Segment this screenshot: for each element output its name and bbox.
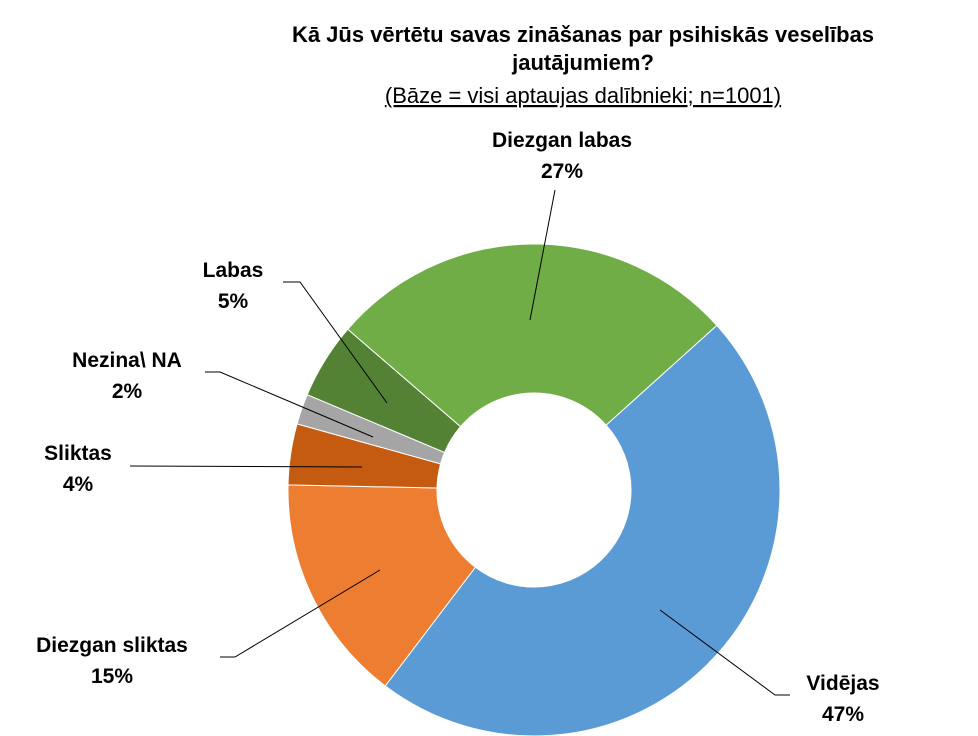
slice-label: Nezina\ NA xyxy=(72,349,182,372)
slice-value-label: 4% xyxy=(63,473,94,496)
leader-line xyxy=(205,371,374,438)
slice-value-label: 27% xyxy=(541,160,583,183)
slice-value-label: 47% xyxy=(822,703,864,726)
slice-label: Diezgan labas xyxy=(492,129,632,152)
slice-value-label: 5% xyxy=(218,290,249,313)
chart-subtitle: (Bāze = visi aptaujas dalībnieki; n=1001… xyxy=(385,83,781,108)
slice-value-label: 15% xyxy=(91,665,133,688)
leader-line xyxy=(283,281,388,404)
leader-line xyxy=(659,609,790,696)
slice-label: Sliktas xyxy=(44,442,112,465)
slice-label: Vidējas xyxy=(806,672,879,695)
leader-line xyxy=(529,189,556,321)
leader-line xyxy=(220,569,381,658)
chart-title: Kā Jūs vērtētu savas zināšanas par psihi… xyxy=(292,22,874,47)
slice-label: Diezgan sliktas xyxy=(36,634,188,657)
donut-slice xyxy=(347,243,718,428)
chart-title: jautājumiem? xyxy=(511,50,654,75)
donut-slice xyxy=(287,484,477,687)
leader-line xyxy=(129,465,363,468)
donut-slice xyxy=(384,324,781,736)
slice-label: Labas xyxy=(203,259,264,282)
slice-value-label: 2% xyxy=(112,380,143,403)
